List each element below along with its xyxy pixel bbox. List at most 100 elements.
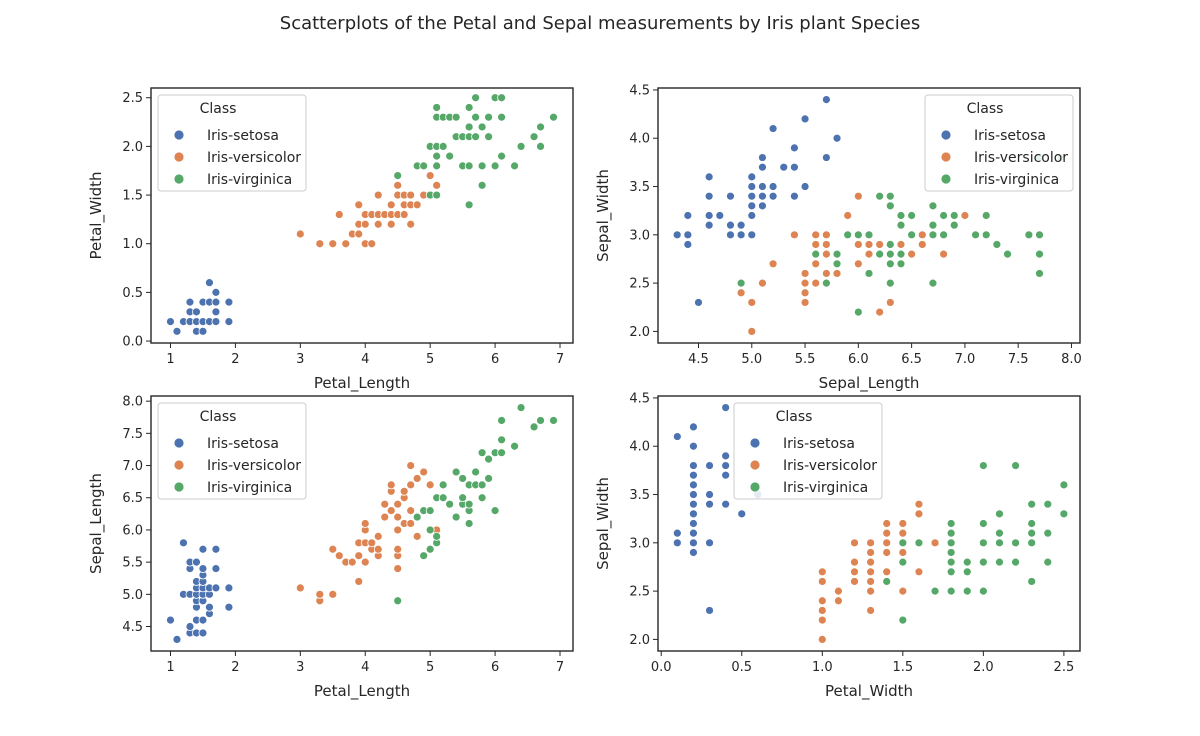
data-point-iris-setosa xyxy=(736,220,746,230)
legend-marker xyxy=(749,459,761,471)
x-tick-label: 1.0 xyxy=(812,660,833,675)
data-point-iris-setosa xyxy=(821,153,831,162)
data-point-iris-virginica xyxy=(896,249,906,259)
data-point-iris-virginica xyxy=(1043,499,1053,509)
data-point-iris-versicolor xyxy=(373,190,383,200)
data-point-iris-virginica xyxy=(529,132,539,142)
y-tick-label: 0.5 xyxy=(122,286,143,301)
legend-label: Iris-versicolor xyxy=(207,150,301,166)
data-point-iris-virginica xyxy=(981,211,991,220)
data-point-iris-versicolor xyxy=(367,538,377,548)
data-point-iris-versicolor xyxy=(817,615,827,625)
data-point-iris-setosa xyxy=(768,191,778,201)
y-tick-label: 7.5 xyxy=(122,427,143,442)
data-point-iris-versicolor xyxy=(821,269,831,278)
data-point-iris-versicolor xyxy=(850,557,859,567)
y-tick-label: 2.0 xyxy=(629,325,650,340)
data-point-iris-setosa xyxy=(224,602,234,612)
x-tick-label: 7 xyxy=(556,352,564,367)
data-point-iris-versicolor xyxy=(866,548,876,557)
legend-marker xyxy=(749,481,761,493)
data-point-iris-setosa xyxy=(689,480,698,490)
x-tick-label: 3 xyxy=(296,352,304,367)
data-point-iris-versicolor xyxy=(386,480,396,490)
data-point-iris-setosa xyxy=(166,317,175,326)
data-point-iris-setosa xyxy=(704,172,714,182)
data-point-iris-versicolor xyxy=(367,239,377,249)
y-tick-label: 3.0 xyxy=(629,228,650,243)
data-point-iris-setosa xyxy=(832,133,842,143)
data-point-iris-virginica xyxy=(885,201,895,211)
data-point-iris-versicolor xyxy=(898,519,908,528)
y-tick-label: 1.5 xyxy=(122,189,143,204)
data-point-iris-setosa xyxy=(689,509,698,519)
data-point-iris-virginica xyxy=(864,269,874,278)
data-point-iris-virginica xyxy=(477,493,487,503)
data-point-iris-virginica xyxy=(484,132,494,142)
data-point-iris-setosa xyxy=(747,172,757,182)
x-tick-label: 2 xyxy=(231,352,239,367)
data-point-iris-virginica xyxy=(736,278,746,288)
data-point-iris-versicolor xyxy=(866,606,876,615)
data-point-iris-virginica xyxy=(477,122,487,132)
data-point-iris-setosa xyxy=(211,583,221,593)
data-point-iris-virginica xyxy=(464,200,474,210)
data-point-iris-setosa xyxy=(185,297,195,307)
legend-label: Iris-virginica xyxy=(974,172,1059,188)
data-point-iris-setosa xyxy=(726,220,735,230)
x-tick-label: 0.0 xyxy=(651,660,672,675)
data-point-iris-virginica xyxy=(451,512,461,522)
data-point-iris-virginica xyxy=(811,249,821,259)
data-point-iris-versicolor xyxy=(850,567,859,577)
data-point-iris-virginica xyxy=(458,493,468,503)
data-point-iris-versicolor xyxy=(295,229,305,239)
data-point-iris-virginica xyxy=(516,403,526,412)
data-point-iris-setosa xyxy=(705,606,714,615)
data-point-iris-virginica xyxy=(419,161,429,171)
data-point-iris-versicolor xyxy=(866,567,876,577)
data-point-iris-virginica xyxy=(962,586,972,596)
legend-title: Class xyxy=(776,409,813,425)
data-point-iris-setosa xyxy=(768,124,778,133)
data-point-iris-versicolor xyxy=(406,461,416,470)
data-point-iris-virginica xyxy=(464,161,474,171)
data-point-iris-versicolor xyxy=(800,288,810,298)
data-point-iris-versicolor xyxy=(334,551,344,561)
data-point-iris-virginica xyxy=(438,141,448,151)
x-tick-label: 1 xyxy=(166,352,174,367)
data-point-iris-versicolor xyxy=(800,298,810,307)
data-point-iris-setosa xyxy=(205,278,214,288)
data-point-iris-setosa xyxy=(821,95,831,104)
data-point-iris-virginica xyxy=(882,577,892,586)
data-point-iris-versicolor xyxy=(811,230,821,240)
data-point-iris-setosa xyxy=(683,240,693,249)
data-point-iris-virginica xyxy=(995,509,1004,519)
data-point-iris-virginica xyxy=(946,548,956,557)
data-point-iris-versicolor xyxy=(354,200,364,210)
data-point-iris-virginica xyxy=(451,112,461,122)
legend-marker xyxy=(173,437,185,449)
data-point-iris-virginica xyxy=(549,112,558,122)
y-axis-label: Sepal_Width xyxy=(594,169,613,262)
data-point-iris-versicolor xyxy=(853,240,863,249)
y-tick-label: 2.5 xyxy=(122,91,143,106)
data-point-iris-versicolor xyxy=(843,211,853,220)
data-point-iris-versicolor xyxy=(833,586,843,596)
data-point-iris-setosa xyxy=(224,583,234,593)
data-point-iris-versicolor xyxy=(790,230,799,240)
data-point-iris-versicolor xyxy=(821,240,831,249)
legend-label: Iris-virginica xyxy=(207,480,292,496)
data-point-iris-versicolor xyxy=(882,538,892,548)
data-point-iris-versicolor xyxy=(399,486,409,496)
data-point-iris-virginica xyxy=(484,112,494,122)
x-tick-label: 5.0 xyxy=(741,352,762,367)
data-point-iris-versicolor xyxy=(393,544,403,554)
data-point-iris-setosa xyxy=(672,230,682,240)
data-point-iris-versicolor xyxy=(386,200,396,210)
data-point-iris-virginica xyxy=(445,499,455,509)
data-point-iris-versicolor xyxy=(817,635,827,644)
data-point-iris-versicolor xyxy=(360,219,370,229)
legend: Class Iris-setosa Iris-versicolor Iris-virg… xyxy=(157,94,307,192)
data-point-iris-setosa xyxy=(211,297,221,307)
